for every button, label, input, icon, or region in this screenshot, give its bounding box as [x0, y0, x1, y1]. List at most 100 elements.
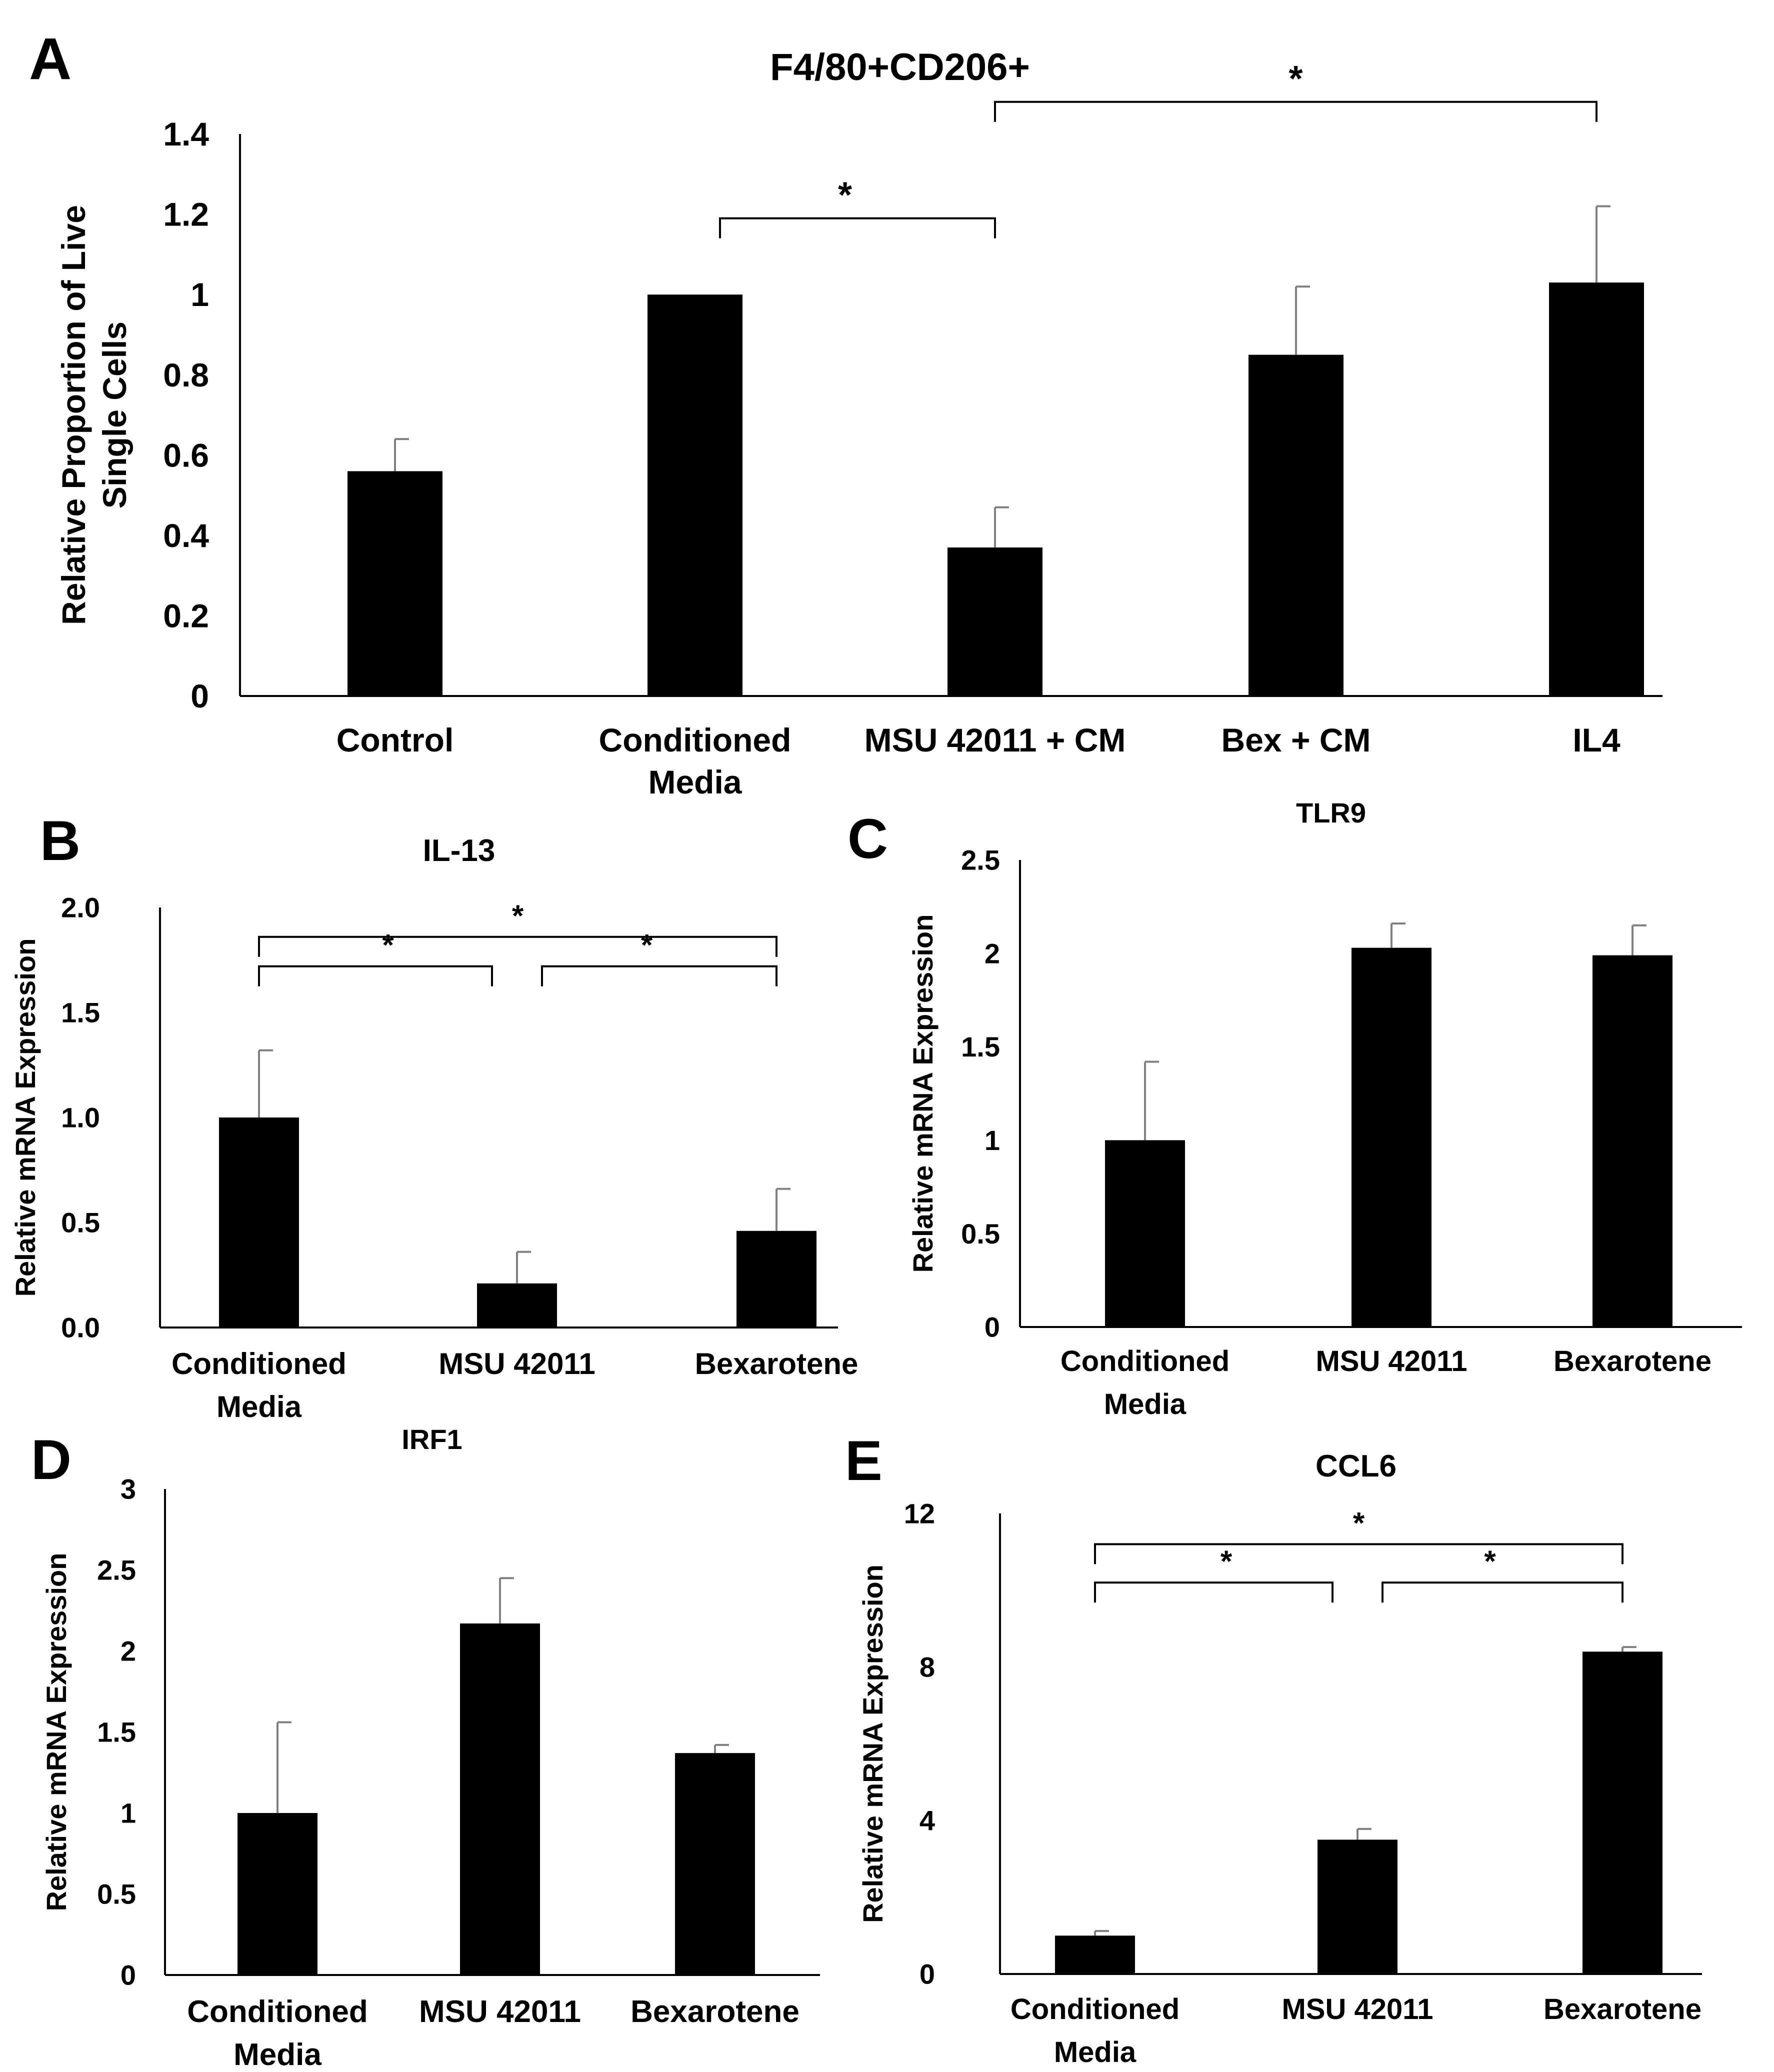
significance-star: *	[1353, 1506, 1365, 1540]
significance-star: *	[1288, 59, 1302, 99]
y-tick-label: 1.5	[61, 997, 100, 1028]
x-tick-label: MSU 42011	[1282, 1993, 1433, 2026]
chart-panel-d: D IRF1 Relative mRNA Expression 0 0.5 1 1.5 2 2.…	[31, 1424, 820, 2072]
y-tick-label: 1.0	[61, 1102, 100, 1134]
x-tick-label: Bexarotene	[1544, 1993, 1702, 2026]
y-tick-label: 2.0	[61, 892, 100, 924]
x-tick-label: Media	[234, 2038, 322, 2072]
y-tick-label: 1.5	[97, 1716, 136, 1748]
x-tick-label: Bex + CM	[1222, 722, 1371, 758]
significance-bracket	[258, 936, 778, 957]
y-tick-label: 0.0	[61, 1312, 100, 1344]
y-tick-label: 0.6	[163, 436, 209, 474]
x-tick-label: Bexarotene	[695, 1347, 858, 1380]
y-tick-label: 0	[920, 1958, 935, 1990]
bar-1	[348, 471, 442, 696]
panel-label: A	[29, 26, 72, 92]
significance-star: *	[1484, 1544, 1496, 1578]
y-tick-label: 0.8	[163, 356, 209, 394]
significance-star: *	[838, 176, 852, 216]
y-tick-label: 0.5	[61, 1207, 100, 1238]
y-tick-label: 0.2	[163, 598, 209, 634]
bar-5	[1549, 282, 1644, 696]
y-axis-label: Single Cells	[96, 322, 133, 508]
bar-2	[648, 294, 742, 696]
x-tick-label: MSU 42011	[438, 1347, 596, 1380]
panel-label: B	[40, 810, 80, 872]
significance-bracket	[1094, 1582, 1334, 1603]
y-tick-label: 1	[984, 1124, 1000, 1156]
y-tick-label: 0	[120, 1960, 136, 1991]
chart-panel-a: A F4/80+CD206+ Relative Proportion of Live…	[29, 26, 1662, 800]
y-tick-label: 2	[984, 938, 1000, 969]
chart-title: IRF1	[402, 1424, 462, 1455]
chart-panel-e: E CCL6 Relative mRNA Expression 0 4 8 12 Condit…	[845, 1430, 1702, 2068]
y-axis-label: Relative mRNA Expression	[857, 1564, 888, 1923]
y-tick-label: 2	[120, 1636, 136, 1667]
bar-3	[948, 547, 1042, 696]
bar-1	[1055, 1936, 1135, 1974]
chart-title: TLR9	[1296, 797, 1366, 828]
panel-label: C	[848, 808, 888, 870]
bar-2	[460, 1623, 540, 1975]
significance-bracket	[258, 965, 493, 986]
bar-3	[1592, 955, 1672, 1327]
x-tick-label: Control	[336, 722, 454, 758]
y-tick-label: 0	[190, 678, 209, 714]
y-tick-label: 0.5	[97, 1878, 136, 1910]
x-tick-label: Conditioned	[1060, 1345, 1230, 1378]
x-tick-label: Conditioned	[599, 722, 792, 758]
y-axis-label: Relative mRNA Expression	[40, 1553, 72, 1912]
significance-star: *	[382, 928, 394, 962]
chart-panel-c: C TLR9 Relative mRNA Expression 0 0.5 1 1.5 2 2.…	[848, 797, 1742, 1420]
bar-1	[238, 1813, 318, 1975]
y-tick-label: 3	[120, 1474, 136, 1505]
y-tick-label: 12	[904, 1498, 935, 1530]
panel-label: D	[31, 1428, 72, 1491]
bar-1	[1105, 1140, 1185, 1327]
y-tick-label: 2.5	[961, 844, 1000, 876]
y-axis-label: Relative Proportion of Live	[55, 205, 92, 625]
significance-bracket	[541, 965, 778, 986]
y-tick-label: 8	[920, 1652, 935, 1683]
x-tick-label: Media	[1104, 1388, 1186, 1420]
y-tick-label: 1.2	[163, 196, 209, 233]
y-tick-label: 0	[984, 1312, 1000, 1343]
significance-star: *	[512, 899, 524, 932]
bar-1	[219, 1118, 299, 1328]
y-tick-label: 1.5	[961, 1031, 1000, 1062]
panel-label: E	[845, 1430, 882, 1492]
chart-title: F4/80+CD206+	[770, 46, 1030, 88]
bar-2	[477, 1283, 557, 1328]
x-tick-label: MSU 42011	[419, 1994, 581, 2029]
x-tick-label: Bexarotene	[1554, 1345, 1712, 1378]
bar-3	[675, 1753, 755, 1975]
significance-bracket	[1094, 1543, 1624, 1564]
bar-3	[736, 1230, 816, 1328]
x-tick-label: Conditioned	[1010, 1993, 1180, 2026]
y-tick-label: 1	[190, 276, 209, 313]
x-tick-label: MSU 42011	[1316, 1345, 1467, 1378]
x-tick-label: IL4	[1572, 722, 1620, 758]
x-tick-label: Media	[1054, 2036, 1136, 2068]
x-tick-label: Media	[216, 1390, 302, 1424]
chart-panel-b: B IL-13 Relative mRNA Expression 0.0 0.5 1.0 1…	[10, 810, 858, 1424]
y-tick-label: 1	[120, 1798, 136, 1829]
bar-4	[1248, 354, 1344, 696]
y-axis-label: Relative mRNA Expression	[10, 938, 41, 1297]
significance-star: *	[1220, 1544, 1232, 1578]
y-axis-label: Relative mRNA Expression	[907, 914, 938, 1273]
x-tick-label: Conditioned	[172, 1347, 346, 1380]
x-tick-label: Media	[648, 764, 742, 800]
significance-bracket	[994, 100, 1598, 122]
bar-2	[1352, 948, 1432, 1327]
significance-bracket	[1382, 1582, 1624, 1603]
y-tick-label: 2.5	[97, 1554, 136, 1586]
chart-title: CCL6	[1316, 1449, 1396, 1484]
significance-bracket	[719, 217, 996, 238]
chart-title: IL-13	[423, 834, 496, 868]
x-tick-label: Bexarotene	[630, 1994, 800, 2029]
x-tick-label: MSU 42011 + CM	[864, 722, 1126, 758]
bar-2	[1318, 1840, 1398, 1974]
